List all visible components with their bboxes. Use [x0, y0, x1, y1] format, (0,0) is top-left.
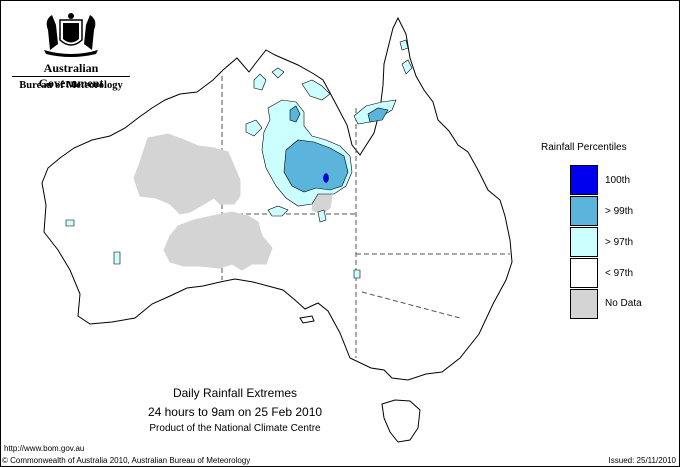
legend-swatch-no-data [570, 289, 598, 319]
legend-swatch-100th [570, 165, 598, 195]
government-title: Australian Government [38, 61, 104, 90]
caption-producer: Product of the National Climate Centre [149, 423, 321, 434]
footer-url: http://www.bom.gov.au [4, 444, 85, 453]
bureau-title: Bureau of Meteorology [19, 80, 123, 91]
legend-swatch-99th [570, 196, 598, 226]
footer-copyright: © Commonwealth of Australia 2010, Austra… [2, 456, 251, 465]
legend-label-97th: > 97th [605, 237, 634, 248]
coat-of-arms-icon [44, 13, 98, 57]
legend-label-below-97th: < 97th [605, 268, 634, 279]
no-data-regions [133, 133, 333, 271]
legend-label-100th: 100th [605, 175, 631, 186]
caption-title: Daily Rainfall Extremes [172, 386, 298, 400]
legend-label-99th: > 99th [605, 206, 634, 217]
tasmania-outline [381, 399, 421, 443]
footer-issued: Issued: 25/11/2010 [608, 456, 676, 465]
caption-period: 24 hours to 9am on 25 Feb 2010 [147, 405, 323, 419]
legend-swatch-97th [570, 227, 598, 257]
percentile-99-regions [283, 105, 389, 193]
mainland-outline [41, 16, 513, 381]
percentile-100-regions [323, 173, 329, 183]
legend-swatch-below-97th [570, 258, 598, 288]
kangaroo-island [299, 315, 315, 324]
header-divider [12, 76, 130, 77]
legend-title: Rainfall Percentiles [541, 142, 627, 153]
legend-label-no-data: No Data [605, 298, 642, 309]
